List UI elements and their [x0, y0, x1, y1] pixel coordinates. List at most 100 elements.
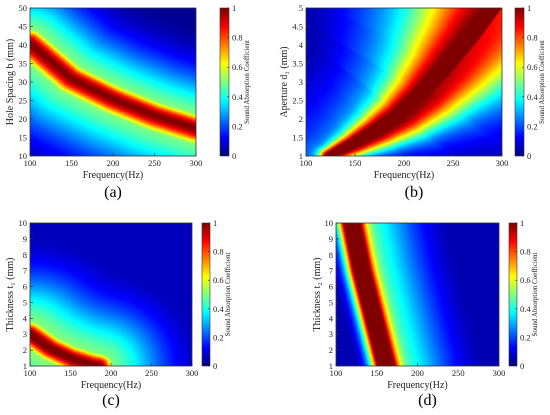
panel-caption: (d) [418, 392, 437, 409]
heatmap-image [306, 8, 502, 156]
colorbar-frame [201, 222, 211, 367]
colorbar-tick-label: 0.4 [213, 304, 224, 314]
y-tick-label: 3.5 [292, 59, 303, 69]
x-tick-label: 250 [145, 368, 158, 378]
panel-caption: (b) [405, 184, 424, 201]
y-tick-label: 50 [19, 3, 28, 13]
x-tick-label: 100 [330, 368, 343, 378]
colorbar-tick-label: 0.6 [520, 275, 531, 285]
panel-caption: (c) [102, 392, 120, 409]
colorbar-tick-label: 0 [213, 361, 217, 371]
colorbar-tick-label: 0.2 [520, 332, 531, 342]
x-axis-label: Frequency(Hz) [387, 380, 448, 391]
colorbar-tick-label: 0 [527, 151, 531, 161]
y-tick-label: 2.5 [292, 96, 303, 106]
x-tick-label: 100 [24, 158, 37, 168]
colorbar-tick-label: 1 [213, 218, 217, 228]
x-tick-label: 100 [24, 368, 37, 378]
colorbar-tick-label: 0.6 [527, 62, 538, 72]
x-tick-label: 150 [370, 368, 383, 378]
y-tick-label: 20 [19, 114, 28, 124]
colorbar-tick-label: 0 [520, 361, 524, 371]
y-tick-label: 6 [329, 282, 333, 292]
y-tick-label: 10 [19, 151, 28, 161]
colorbar-label: Sound Absorption Coefficient [224, 253, 232, 337]
y-tick-label: 2 [299, 114, 303, 124]
x-axis-label: Frequency(Hz) [81, 380, 142, 391]
colorbar-tick-label: 1 [232, 3, 236, 13]
panel-4: 100 150 200 250 300 1 2 3 4 5 6 7 8 9 10 Frequency(Hz) T… [312, 218, 539, 409]
x-tick-label: 200 [411, 368, 424, 378]
y-tick-label: 9 [23, 234, 27, 244]
x-tick-label: 250 [148, 158, 161, 168]
x-tick-label: 250 [452, 368, 465, 378]
x-tick-label: 250 [447, 158, 460, 168]
panel-1: 100 150 200 250 300101520253035404550Frequen… [5, 3, 251, 201]
colorbar-tick-label: 0.8 [213, 247, 224, 257]
y-axis-label: Aperture d₁ (mm) [279, 46, 290, 117]
x-tick-label: 150 [349, 158, 362, 168]
y-tick-label: 4 [299, 40, 304, 50]
x-axis-label: Frequency(Hz) [83, 170, 144, 181]
y-tick-label: 10 [19, 218, 28, 228]
x-tick-label: 300 [496, 158, 509, 168]
y-axis-label: Hole Spacing b (mm) [5, 39, 16, 125]
y-tick-label: 4 [23, 313, 28, 323]
y-tick-label: 3 [23, 329, 27, 339]
y-tick-label: 45 [19, 22, 28, 32]
colorbar-label: Sound Absorption Coefficient [531, 253, 539, 337]
y-tick-label: 7 [23, 266, 27, 276]
x-tick-label: 300 [190, 158, 203, 168]
colorbar [509, 223, 517, 366]
y-tick-label: 5 [329, 297, 333, 307]
y-tick-label: 7 [329, 266, 333, 276]
heatmap-image [30, 223, 192, 366]
colorbar-tick-label: 1 [520, 218, 524, 228]
colorbar-label: Sound Absorption Coefficient [243, 40, 251, 124]
colorbar [220, 8, 229, 156]
colorbar-tick-label: 0.4 [527, 92, 538, 102]
y-tick-label: 25 [19, 96, 28, 106]
y-tick-label: 10 [325, 218, 334, 228]
y-tick-label: 8 [23, 250, 27, 260]
x-tick-label: 200 [398, 158, 411, 168]
y-axis-label: Thickness t₂ (mm) [312, 257, 323, 331]
y-tick-label: 9 [329, 234, 333, 244]
y-tick-label: 5 [23, 297, 27, 307]
y-tick-label: 35 [19, 59, 28, 69]
y-tick-label: 3 [329, 329, 333, 339]
y-tick-label: 2 [23, 345, 27, 355]
x-tick-label: 300 [186, 368, 199, 378]
colorbar-tick-label: 0.6 [213, 275, 224, 285]
y-tick-label: 3 [299, 77, 303, 87]
heatmap-image [336, 223, 499, 366]
colorbar [202, 223, 210, 366]
panel-3: 100 150 200 250 30012345678910Frequency(Hz)T… [5, 218, 232, 409]
colorbar [515, 8, 524, 156]
x-tick-label: 150 [65, 158, 78, 168]
colorbar-tick-label: 0 [232, 151, 236, 161]
x-tick-label: 100 [300, 158, 313, 168]
colorbar-tick-label: 0.6 [232, 62, 243, 72]
y-axis-label: Thickness t₁ (mm) [5, 257, 16, 331]
colorbar-tick-label: 1 [527, 3, 531, 13]
colorbar-tick-label: 0.8 [520, 247, 531, 257]
x-tick-label: 200 [107, 158, 120, 168]
colorbar-tick-label: 0.2 [527, 121, 538, 131]
y-tick-label: 40 [19, 40, 28, 50]
y-tick-label: 4 [329, 313, 334, 323]
y-tick-label: 1 [23, 361, 27, 371]
x-tick-label: 300 [493, 368, 506, 378]
y-tick-label: 2 [329, 345, 333, 355]
x-tick-label: 150 [64, 368, 77, 378]
colorbar-tick-label: 0.4 [520, 304, 531, 314]
colorbar-tick-label: 0.2 [232, 121, 243, 131]
y-tick-label: 4.5 [292, 22, 303, 32]
colorbar-tick-label: 0.8 [527, 33, 538, 43]
colorbar-frame [514, 7, 525, 157]
heatmap-image [30, 8, 196, 156]
y-tick-label: 8 [329, 250, 333, 260]
panel-caption: (a) [104, 184, 122, 201]
y-tick-label: 1 [299, 151, 303, 161]
panel-2: 100 150 200 250 300 1 1.5 2 2.5 3 3.5 4 4.5 5 Frequenc… [279, 3, 546, 201]
